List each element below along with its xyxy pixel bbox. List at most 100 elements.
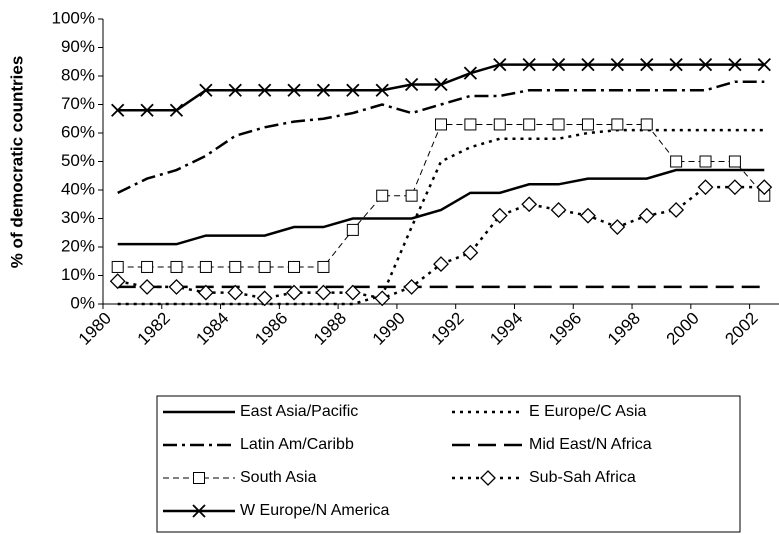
marker xyxy=(433,256,449,273)
marker xyxy=(609,219,626,235)
marker xyxy=(462,244,479,261)
y-tick-label: 90% xyxy=(61,37,95,56)
marker xyxy=(169,103,184,117)
marker xyxy=(493,118,506,131)
series xyxy=(111,57,771,117)
y-tick-label: 30% xyxy=(61,208,95,227)
legend-label: East Asia/Pacific xyxy=(240,403,358,420)
marker xyxy=(229,260,242,273)
x-tick-label: 1998 xyxy=(604,309,644,349)
legend: East Asia/Pacific E Europe/C Asia Latin Am… xyxy=(156,395,741,533)
marker xyxy=(256,290,273,307)
marker xyxy=(581,57,595,72)
marker xyxy=(170,260,183,273)
y-tick-label: 0% xyxy=(70,293,95,312)
marker xyxy=(228,83,242,97)
x-tick-label: 1990 xyxy=(369,309,409,349)
x-tick-label: 1996 xyxy=(545,309,585,349)
marker xyxy=(669,57,683,72)
x-tick-label: 2000 xyxy=(663,309,703,349)
series-line xyxy=(117,80,765,194)
y-tick-label: 80% xyxy=(61,65,95,84)
marker xyxy=(376,189,389,202)
legend-label: South Asia xyxy=(240,469,317,486)
marker xyxy=(580,207,596,224)
marker xyxy=(287,83,301,97)
x-tick-label: 1982 xyxy=(134,309,174,349)
series-line xyxy=(117,185,765,300)
y-tick-label: 10% xyxy=(61,265,95,284)
marker xyxy=(199,260,212,273)
marker xyxy=(551,57,566,72)
marker xyxy=(139,278,156,295)
marker xyxy=(521,196,538,213)
marker xyxy=(698,57,713,72)
marker xyxy=(193,472,205,484)
x-tick-label: 1994 xyxy=(486,309,526,349)
series xyxy=(109,179,773,307)
series xyxy=(117,168,765,246)
marker xyxy=(523,118,536,131)
x-tick-label: 1984 xyxy=(192,309,232,349)
legend-label: W Europe/N America xyxy=(240,502,389,519)
marker xyxy=(227,284,244,301)
legend-label: E Europe/C Asia xyxy=(529,403,647,420)
marker xyxy=(726,179,743,196)
marker xyxy=(111,103,125,117)
legend-label: Mid East/N Africa xyxy=(529,436,652,453)
marker xyxy=(258,260,271,273)
y-tick-label: 20% xyxy=(61,236,95,255)
marker xyxy=(640,57,654,72)
x-tick-label: 1992 xyxy=(428,309,468,349)
marker xyxy=(109,273,126,290)
marker xyxy=(757,57,771,72)
series xyxy=(117,128,765,306)
x-tick-label: 2002 xyxy=(721,309,761,349)
marker xyxy=(581,118,594,131)
marker xyxy=(316,83,331,97)
marker xyxy=(463,66,478,80)
marker xyxy=(435,118,447,131)
marker xyxy=(464,118,477,131)
series-line xyxy=(117,123,765,268)
y-axis-label: % of democratic countries xyxy=(7,56,26,269)
marker xyxy=(374,290,391,307)
marker xyxy=(550,202,567,218)
y-tick-label: 100% xyxy=(52,8,95,27)
marker xyxy=(493,57,507,72)
x-tick-label: 1986 xyxy=(251,309,291,349)
marker xyxy=(111,260,124,273)
marker xyxy=(699,155,712,168)
marker xyxy=(375,83,389,97)
x-tick-label: 1980 xyxy=(75,309,115,349)
marker xyxy=(315,284,332,301)
marker xyxy=(288,260,301,273)
marker xyxy=(197,284,214,301)
marker xyxy=(697,179,714,196)
y-tick-label: 50% xyxy=(61,151,95,170)
marker xyxy=(286,284,302,301)
marker xyxy=(552,118,565,131)
y-tick-label: 70% xyxy=(61,94,95,113)
marker xyxy=(140,103,154,117)
marker xyxy=(638,207,655,224)
series-line xyxy=(117,128,765,306)
marker xyxy=(403,278,420,295)
marker xyxy=(522,57,536,72)
marker xyxy=(611,118,624,131)
marker xyxy=(670,155,683,168)
marker xyxy=(405,189,418,202)
legend-box xyxy=(156,395,741,533)
marker xyxy=(344,284,361,301)
marker xyxy=(192,504,206,518)
legend-label: Latin Am/Caribb xyxy=(240,436,354,453)
y-tick-label: 60% xyxy=(61,122,95,141)
marker xyxy=(668,202,685,218)
marker xyxy=(480,470,496,486)
x-tick-label: 1988 xyxy=(310,309,350,349)
marker xyxy=(640,118,653,131)
legend-label: Sub-Sah Africa xyxy=(529,469,636,486)
marker xyxy=(434,77,448,92)
series-line xyxy=(117,168,765,246)
